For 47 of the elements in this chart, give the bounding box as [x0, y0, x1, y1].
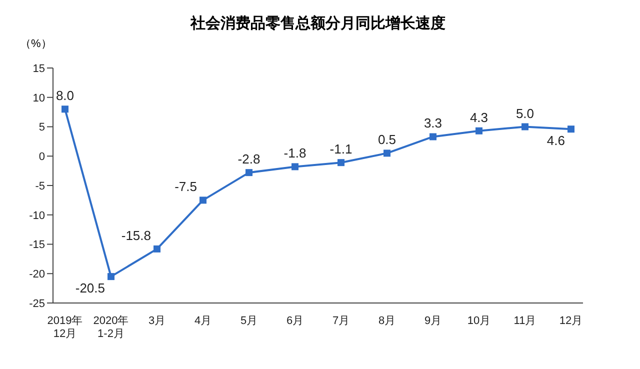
- x-tick-label: 2020年 1-2月: [93, 314, 129, 340]
- point: [62, 106, 68, 113]
- y-tick-label: -5: [35, 180, 45, 192]
- point: [568, 126, 574, 133]
- x-tick-label: 12月: [559, 314, 583, 327]
- x-tick-label: 5月: [240, 314, 258, 327]
- point: [522, 123, 528, 130]
- y-tick-label: -15: [29, 239, 45, 252]
- chart-title: 社会消费品零售总额分月同比增长速度: [189, 14, 446, 34]
- data-label: 4.6: [546, 133, 565, 148]
- x-tick-label: 9月: [424, 314, 442, 327]
- data-label: -15.8: [121, 228, 151, 243]
- point: [476, 127, 482, 134]
- point: [430, 133, 436, 140]
- y-tick-label: 5: [38, 122, 45, 134]
- y-tick-label: -20: [29, 268, 45, 281]
- x-tick-label: 6月: [286, 314, 304, 327]
- y-tick-label: 15: [32, 62, 45, 75]
- y-tick-label: 10: [32, 92, 45, 104]
- point: [292, 163, 298, 170]
- x-tick-label: 11月: [514, 314, 536, 327]
- y-tick-label: 0: [38, 151, 45, 164]
- point: [246, 169, 252, 176]
- data-label: 3.3: [424, 116, 442, 131]
- x-tick-label: 7月: [332, 314, 350, 327]
- data-label: 5.0: [516, 106, 534, 121]
- y-axis-title: （%）: [20, 37, 53, 50]
- x-tick-label: 3月: [148, 314, 166, 327]
- y-tick-label: -10: [29, 210, 45, 222]
- point: [154, 245, 160, 252]
- x-tick-label: 8月: [378, 314, 396, 327]
- x-tick-label: 10月: [467, 314, 491, 327]
- data-label: -1.8: [284, 146, 306, 161]
- point: [200, 196, 206, 204]
- data-label: 0.5: [378, 132, 396, 148]
- point: [338, 159, 344, 166]
- data-label: 8.0: [56, 88, 74, 104]
- point: [384, 150, 390, 157]
- data-label: -20.5: [75, 280, 105, 296]
- point: [108, 273, 114, 280]
- x-tick-label: 2019年 12月: [47, 314, 83, 340]
- data-label: 4.3: [470, 110, 488, 125]
- data-label: -2.8: [238, 152, 260, 167]
- data-label: -7.5: [174, 179, 197, 194]
- x-tick-label: 4月: [194, 314, 212, 327]
- data-label: -1.1: [330, 142, 352, 157]
- y-tick-label: -25: [29, 298, 45, 310]
